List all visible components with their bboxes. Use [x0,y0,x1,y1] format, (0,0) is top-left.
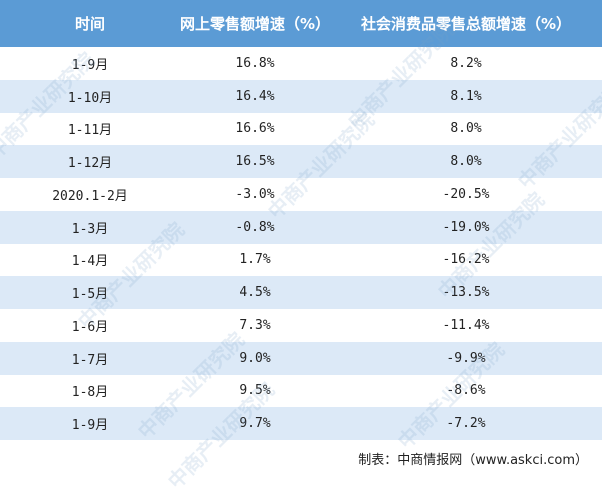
table-cell: 8.2% [450,55,482,71]
table-cell: 1-10月 [0,79,180,113]
table-cell: 16.4% [180,79,330,113]
table-cell: -8.6% [446,383,486,399]
table-cell: 8.1% [330,79,602,113]
table-cell: 1-8月 [71,385,109,401]
header-cell: 社会消费品零售总额增速（%） [330,0,602,47]
table-cell: -13.5% [330,276,602,309]
table-row: 1-6月 7.3% -11.4% [0,309,602,342]
table-row: 2020.1-2月 -3.0% -20.5% [0,178,602,211]
table-cell: 9.7% [180,407,330,440]
header-cell: 网上零售额增速（%） [180,0,330,47]
table-row: 1-12月 16.5% 8.0% [0,145,602,178]
table-row: 1-7月 9.0% -9.9% [0,341,602,375]
table-cell: 1-12月 [0,145,180,178]
table-cell: 1-9月 [71,57,109,73]
table-row: 1-9月 9.7% -7.2% [0,407,602,440]
table-row: 1-4月 1.7% -16.2% [0,244,602,277]
table-row: 1-8月 9.5% -8.6% [0,375,602,408]
table-cell: -19.0% [330,210,602,244]
table-cell: 16.8% [235,55,275,71]
table-cell: 9.0% [180,341,330,375]
table-cell: 1-7月 [0,341,180,375]
table-cell: -20.5% [442,186,490,202]
table-cell: 1-5月 [0,276,180,309]
table-row: 1-3月 -0.8% -19.0% [0,210,602,244]
table-cell: 16.6% [235,121,275,137]
table-cell: 9.5% [239,383,271,399]
footer: 制表：中商情报网（www.askci.com） [358,453,588,468]
table-cell: 4.5% [180,276,330,309]
table-cell: 1-3月 [0,210,180,244]
table-row: 1-11月 16.6% 8.0% [0,113,602,146]
table-cell: -3.0% [235,186,275,202]
header-row: 时间 网上零售额增速（%） 社会消费品零售总额增速（%） [0,0,602,47]
table-cell: -11.4% [442,317,490,333]
table-row: 1-9月 16.8% 8.2% [0,47,602,80]
table-cell: 1-4月 [71,254,109,270]
table-cell: 1-9月 [0,407,180,440]
table-cell: 1.7% [239,252,271,268]
table-cell: 7.3% [239,317,271,333]
table-cell: -9.9% [330,341,602,375]
table-cell: 16.5% [180,145,330,178]
table-cell: 8.0% [330,145,602,178]
header-cell: 时间 [0,0,180,47]
table-row: 1-5月 4.5% -13.5% [0,276,602,309]
table-cell: -16.2% [442,252,490,268]
table-cell: 8.0% [450,121,482,137]
data-table: 时间 网上零售额增速（%） 社会消费品零售总额增速（%） 1-9月 16.8% 8.2%… [0,0,602,440]
table-row: 1-10月 16.4% 8.1% [0,79,602,113]
table-cell: -0.8% [180,210,330,244]
table-cell: 2020.1-2月 [52,188,128,204]
table-cell: -7.2% [330,407,602,440]
table-cell: 1-11月 [67,123,113,139]
table-cell: 1-6月 [71,319,109,335]
